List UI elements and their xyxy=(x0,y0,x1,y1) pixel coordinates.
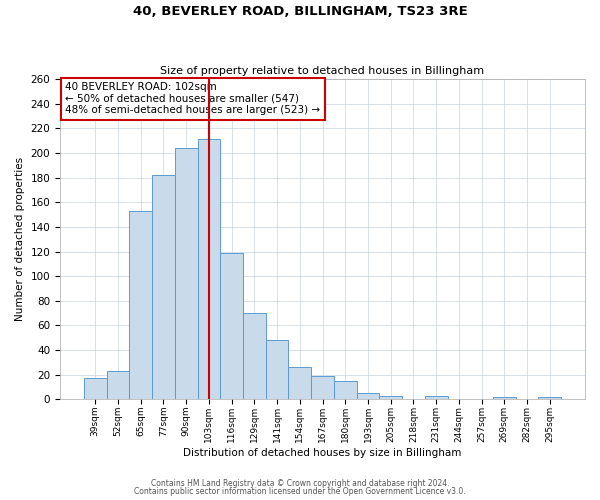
Text: Contains public sector information licensed under the Open Government Licence v3: Contains public sector information licen… xyxy=(134,487,466,496)
Text: 40, BEVERLEY ROAD, BILLINGHAM, TS23 3RE: 40, BEVERLEY ROAD, BILLINGHAM, TS23 3RE xyxy=(133,5,467,18)
Bar xyxy=(425,396,448,400)
Bar xyxy=(311,376,334,400)
Text: 40 BEVERLEY ROAD: 102sqm
← 50% of detached houses are smaller (547)
48% of semi-: 40 BEVERLEY ROAD: 102sqm ← 50% of detach… xyxy=(65,82,320,116)
Title: Size of property relative to detached houses in Billingham: Size of property relative to detached ho… xyxy=(160,66,485,76)
Bar xyxy=(289,368,311,400)
Bar xyxy=(493,397,515,400)
Bar xyxy=(220,252,243,400)
Bar xyxy=(130,211,152,400)
Bar xyxy=(334,381,356,400)
Bar xyxy=(197,140,220,400)
Y-axis label: Number of detached properties: Number of detached properties xyxy=(15,157,25,322)
Bar xyxy=(356,393,379,400)
Bar xyxy=(266,340,289,400)
Bar xyxy=(538,397,561,400)
Text: Contains HM Land Registry data © Crown copyright and database right 2024.: Contains HM Land Registry data © Crown c… xyxy=(151,478,449,488)
Bar xyxy=(243,313,266,400)
Bar xyxy=(84,378,107,400)
Bar xyxy=(175,148,197,400)
Bar xyxy=(379,396,402,400)
Bar xyxy=(107,371,130,400)
Bar xyxy=(152,175,175,400)
X-axis label: Distribution of detached houses by size in Billingham: Distribution of detached houses by size … xyxy=(184,448,462,458)
